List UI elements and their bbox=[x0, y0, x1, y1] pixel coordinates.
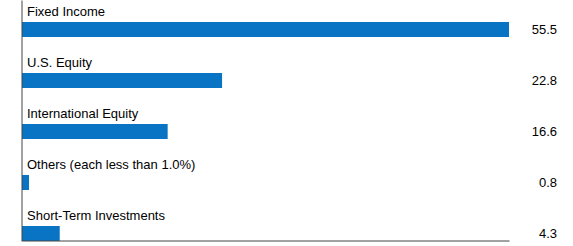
bar bbox=[22, 22, 509, 37]
bar bbox=[22, 175, 29, 190]
data-label: 16.6 bbox=[532, 124, 557, 139]
data-label: 0.8 bbox=[539, 175, 557, 190]
bar bbox=[22, 226, 60, 241]
bar bbox=[22, 124, 168, 139]
category-label: International Equity bbox=[27, 106, 139, 121]
y-axis bbox=[22, 1, 23, 242]
bars bbox=[22, 22, 509, 241]
category-label: Short-Term Investments bbox=[27, 208, 165, 223]
chart: Fixed Income U.S. Equity International Equ… bbox=[0, 0, 573, 246]
data-label: 22.8 bbox=[532, 73, 557, 88]
data-label: 55.5 bbox=[532, 22, 557, 37]
y-axis-line bbox=[22, 1, 23, 242]
x-axis-line bbox=[23, 241, 510, 242]
data-label: 4.3 bbox=[539, 226, 557, 241]
data-labels: 55.5 22.8 16.6 0.8 4.3 bbox=[532, 22, 557, 241]
x-axis bbox=[23, 241, 510, 242]
bar bbox=[22, 73, 222, 88]
category-label: Fixed Income bbox=[27, 4, 105, 19]
category-labels: Fixed Income U.S. Equity International Equ… bbox=[27, 4, 195, 223]
category-label: U.S. Equity bbox=[27, 55, 93, 70]
category-label: Others (each less than 1.0%) bbox=[27, 157, 195, 172]
